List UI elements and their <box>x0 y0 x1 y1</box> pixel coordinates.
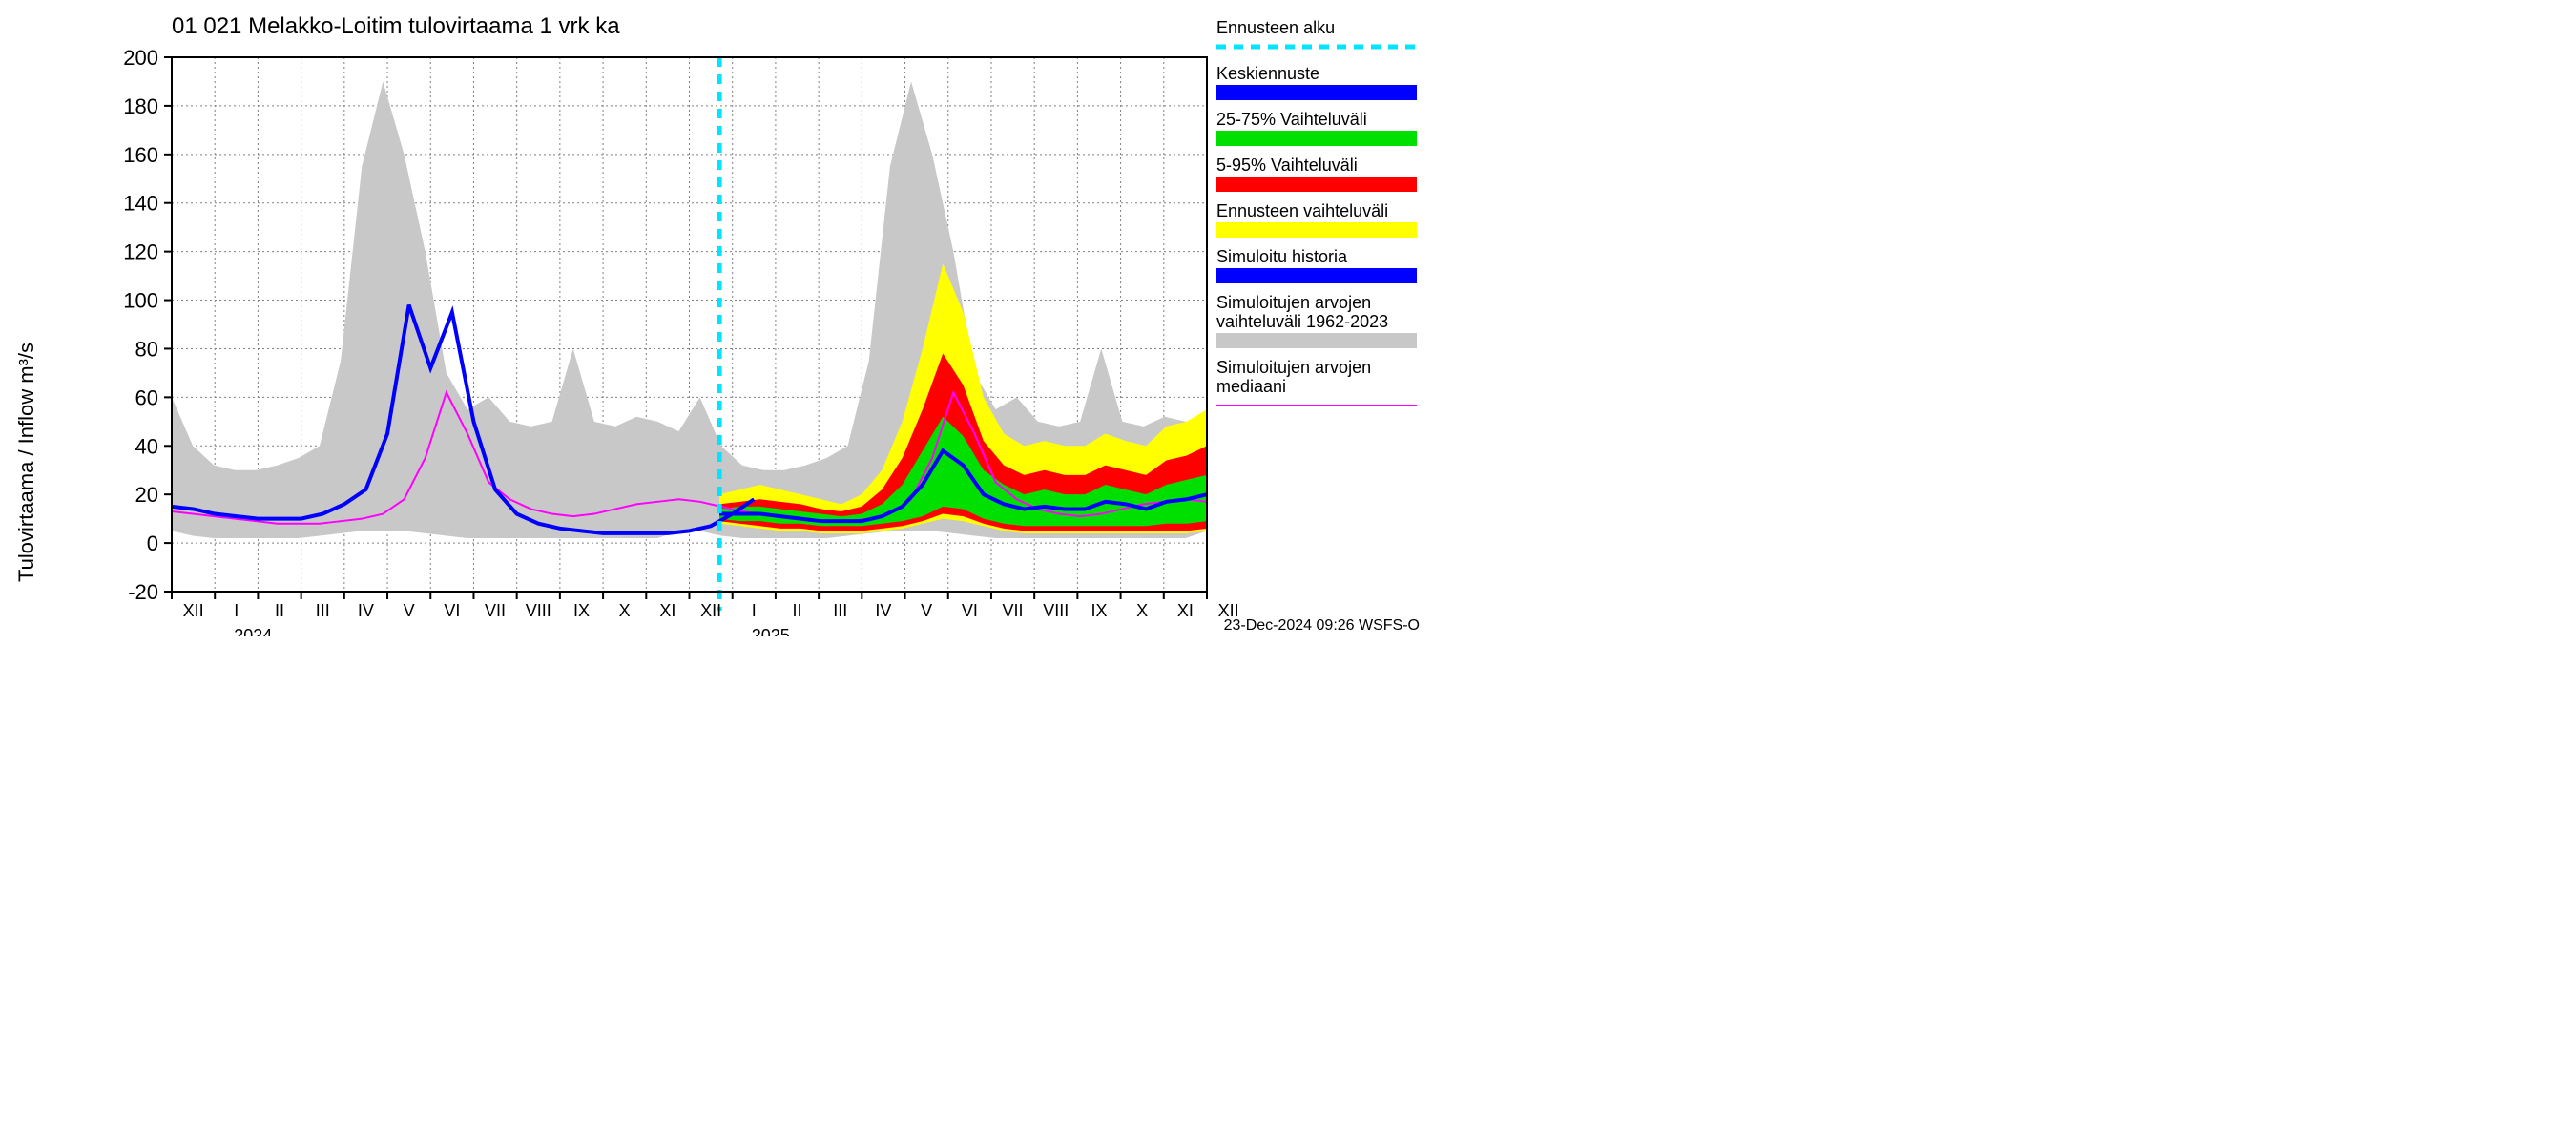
y-tick-label: 160 <box>123 143 158 167</box>
x-tick-label: X <box>1136 601 1148 620</box>
legend-swatch <box>1216 333 1417 348</box>
chart-svg: 01 021 Melakko-Loitim tulovirtaama 1 vrk… <box>0 0 1431 636</box>
x-tick-label: VIII <box>1043 601 1069 620</box>
x-tick-label: III <box>316 601 330 620</box>
legend-label: Ennusteen vaihteluväli <box>1216 201 1388 220</box>
inflow-forecast-chart: 01 021 Melakko-Loitim tulovirtaama 1 vrk… <box>0 0 1431 636</box>
x-tick-label: X <box>619 601 631 620</box>
x-tick-label: XI <box>659 601 675 620</box>
y-tick-label: -20 <box>128 580 158 604</box>
x-tick-label: VIII <box>526 601 551 620</box>
y-tick-label: 60 <box>135 385 158 409</box>
y-tick-label: 120 <box>123 240 158 264</box>
year-label-2: 2025 <box>752 626 790 636</box>
x-tick-label: II <box>793 601 802 620</box>
legend-label: Ennusteen alku <box>1216 18 1335 37</box>
x-tick-label: VI <box>444 601 460 620</box>
legend-swatch <box>1216 131 1417 146</box>
y-axis-label: Tulovirtaama / Inflow m³/s <box>14 343 38 582</box>
x-tick-label: VII <box>1003 601 1024 620</box>
legend-label: Simuloitujen arvojen <box>1216 358 1371 377</box>
x-tick-label: V <box>921 601 932 620</box>
legend-label: 25-75% Vaihteluväli <box>1216 110 1367 129</box>
chart-title: 01 021 Melakko-Loitim tulovirtaama 1 vrk… <box>172 13 620 39</box>
x-tick-label: II <box>275 601 284 620</box>
x-tick-label: IV <box>358 601 374 620</box>
x-tick-label: XI <box>1177 601 1194 620</box>
y-tick-label: 100 <box>123 289 158 313</box>
year-label-1: 2024 <box>234 626 272 636</box>
x-tick-label: IX <box>1091 601 1107 620</box>
footer-timestamp: 23-Dec-2024 09:26 WSFS-O <box>1224 617 1420 634</box>
x-tick-label: IV <box>875 601 891 620</box>
legend-label: Simuloitujen arvojen <box>1216 293 1371 312</box>
x-tick-label: IX <box>573 601 590 620</box>
x-tick-label: V <box>404 601 415 620</box>
legend-swatch <box>1216 177 1417 192</box>
x-tick-label: VII <box>485 601 506 620</box>
x-tick-label: VI <box>962 601 978 620</box>
x-tick-label: I <box>752 601 757 620</box>
y-tick-label: 180 <box>123 94 158 118</box>
legend-label: Simuloitu historia <box>1216 247 1348 266</box>
legend-label: vaihteluväli 1962-2023 <box>1216 312 1388 331</box>
legend-label: mediaani <box>1216 377 1286 396</box>
y-tick-label: 80 <box>135 337 158 361</box>
y-tick-label: 140 <box>123 192 158 216</box>
x-tick-label: XII <box>700 601 721 620</box>
legend-label: Keskiennuste <box>1216 64 1319 83</box>
legend-swatch <box>1216 85 1417 100</box>
x-tick-label: III <box>833 601 847 620</box>
x-tick-label: I <box>234 601 239 620</box>
x-tick-label: XII <box>183 601 204 620</box>
legend-label: 5-95% Vaihteluväli <box>1216 156 1358 175</box>
legend-swatch <box>1216 222 1417 238</box>
y-tick-label: 20 <box>135 483 158 507</box>
y-tick-label: 200 <box>123 46 158 70</box>
y-tick-label: 0 <box>147 531 158 555</box>
legend-swatch <box>1216 268 1417 283</box>
y-tick-label: 40 <box>135 434 158 458</box>
